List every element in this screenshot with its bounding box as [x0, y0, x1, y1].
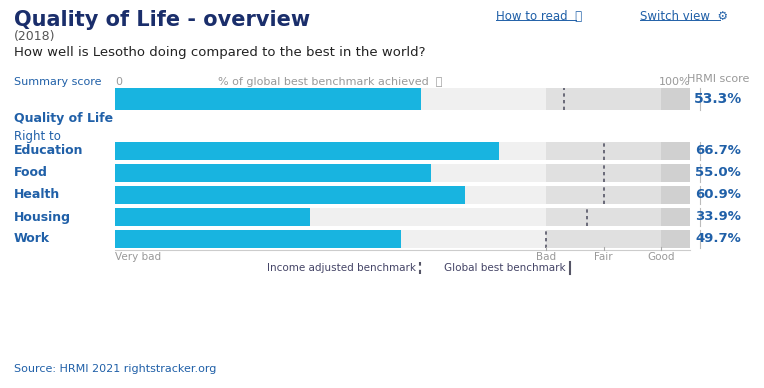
- Text: 53.3%: 53.3%: [694, 92, 742, 106]
- Text: Income adjusted benchmark: Income adjusted benchmark: [267, 263, 416, 273]
- Bar: [115, 186, 546, 204]
- Text: Right to: Right to: [14, 130, 61, 143]
- Text: Quality of Life: Quality of Life: [14, 112, 113, 125]
- Text: Education: Education: [14, 144, 83, 158]
- Text: Bad: Bad: [536, 252, 556, 262]
- Text: HRMI score: HRMI score: [687, 74, 749, 84]
- Text: Food: Food: [14, 166, 48, 180]
- Text: Housing: Housing: [14, 211, 71, 223]
- Bar: [662, 186, 690, 204]
- Bar: [115, 230, 546, 248]
- Text: Work: Work: [14, 232, 50, 246]
- Text: Very bad: Very bad: [115, 252, 161, 262]
- Bar: [115, 164, 546, 182]
- Bar: [115, 142, 499, 160]
- Text: 100%: 100%: [659, 77, 690, 87]
- Text: Good: Good: [648, 252, 675, 262]
- Text: Fair: Fair: [594, 252, 613, 262]
- Bar: [115, 88, 422, 110]
- Text: How to read  ⓘ: How to read ⓘ: [496, 10, 582, 23]
- Text: 66.7%: 66.7%: [695, 144, 741, 158]
- Bar: [546, 88, 662, 110]
- Bar: [662, 164, 690, 182]
- Text: % of global best benchmark achieved  ⓘ: % of global best benchmark achieved ⓘ: [219, 77, 443, 87]
- Text: How well is Lesotho doing compared to the best in the world?: How well is Lesotho doing compared to th…: [14, 46, 426, 59]
- Bar: [115, 164, 431, 182]
- Text: 55.0%: 55.0%: [695, 166, 741, 180]
- Bar: [546, 142, 662, 160]
- Text: Source: HRMI 2021 rightstracker.org: Source: HRMI 2021 rightstracker.org: [14, 364, 216, 374]
- Bar: [115, 208, 546, 226]
- Text: Quality of Life - overview: Quality of Life - overview: [14, 10, 310, 30]
- Bar: [115, 208, 310, 226]
- Bar: [546, 208, 662, 226]
- Text: 0: 0: [115, 77, 122, 87]
- Bar: [662, 208, 690, 226]
- Text: 49.7%: 49.7%: [695, 232, 741, 246]
- Bar: [662, 88, 690, 110]
- Bar: [546, 230, 662, 248]
- Text: Summary score: Summary score: [14, 77, 102, 87]
- Text: 60.9%: 60.9%: [695, 189, 741, 201]
- Bar: [115, 186, 465, 204]
- Bar: [546, 164, 662, 182]
- Bar: [115, 230, 401, 248]
- Bar: [115, 142, 546, 160]
- Bar: [546, 186, 662, 204]
- Bar: [115, 88, 546, 110]
- Text: Switch view  ⚙: Switch view ⚙: [640, 10, 728, 23]
- Bar: [662, 142, 690, 160]
- Bar: [662, 230, 690, 248]
- Text: Global best benchmark: Global best benchmark: [445, 263, 566, 273]
- Text: Health: Health: [14, 189, 60, 201]
- Text: (2018): (2018): [14, 30, 56, 43]
- Text: 33.9%: 33.9%: [695, 211, 741, 223]
